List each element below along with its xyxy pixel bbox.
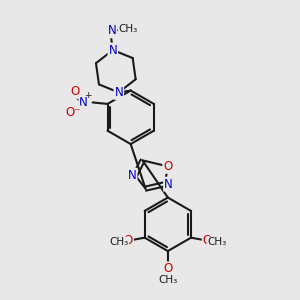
Text: N: N <box>114 86 123 99</box>
Text: CH₃: CH₃ <box>109 237 128 248</box>
Text: CH₃: CH₃ <box>118 24 138 34</box>
Text: O: O <box>70 85 80 98</box>
Text: N: N <box>80 96 88 109</box>
Text: O: O <box>124 234 133 247</box>
Text: O⁻: O⁻ <box>65 106 80 119</box>
Text: O: O <box>203 234 212 247</box>
Text: N: N <box>109 44 117 56</box>
Text: O: O <box>163 262 172 275</box>
Text: N: N <box>128 169 136 182</box>
Text: N: N <box>107 24 116 38</box>
Text: N: N <box>164 178 173 191</box>
Text: O: O <box>163 160 172 173</box>
Text: +: + <box>84 92 92 100</box>
Text: CH₃: CH₃ <box>158 274 178 285</box>
Text: CH₃: CH₃ <box>208 237 227 248</box>
